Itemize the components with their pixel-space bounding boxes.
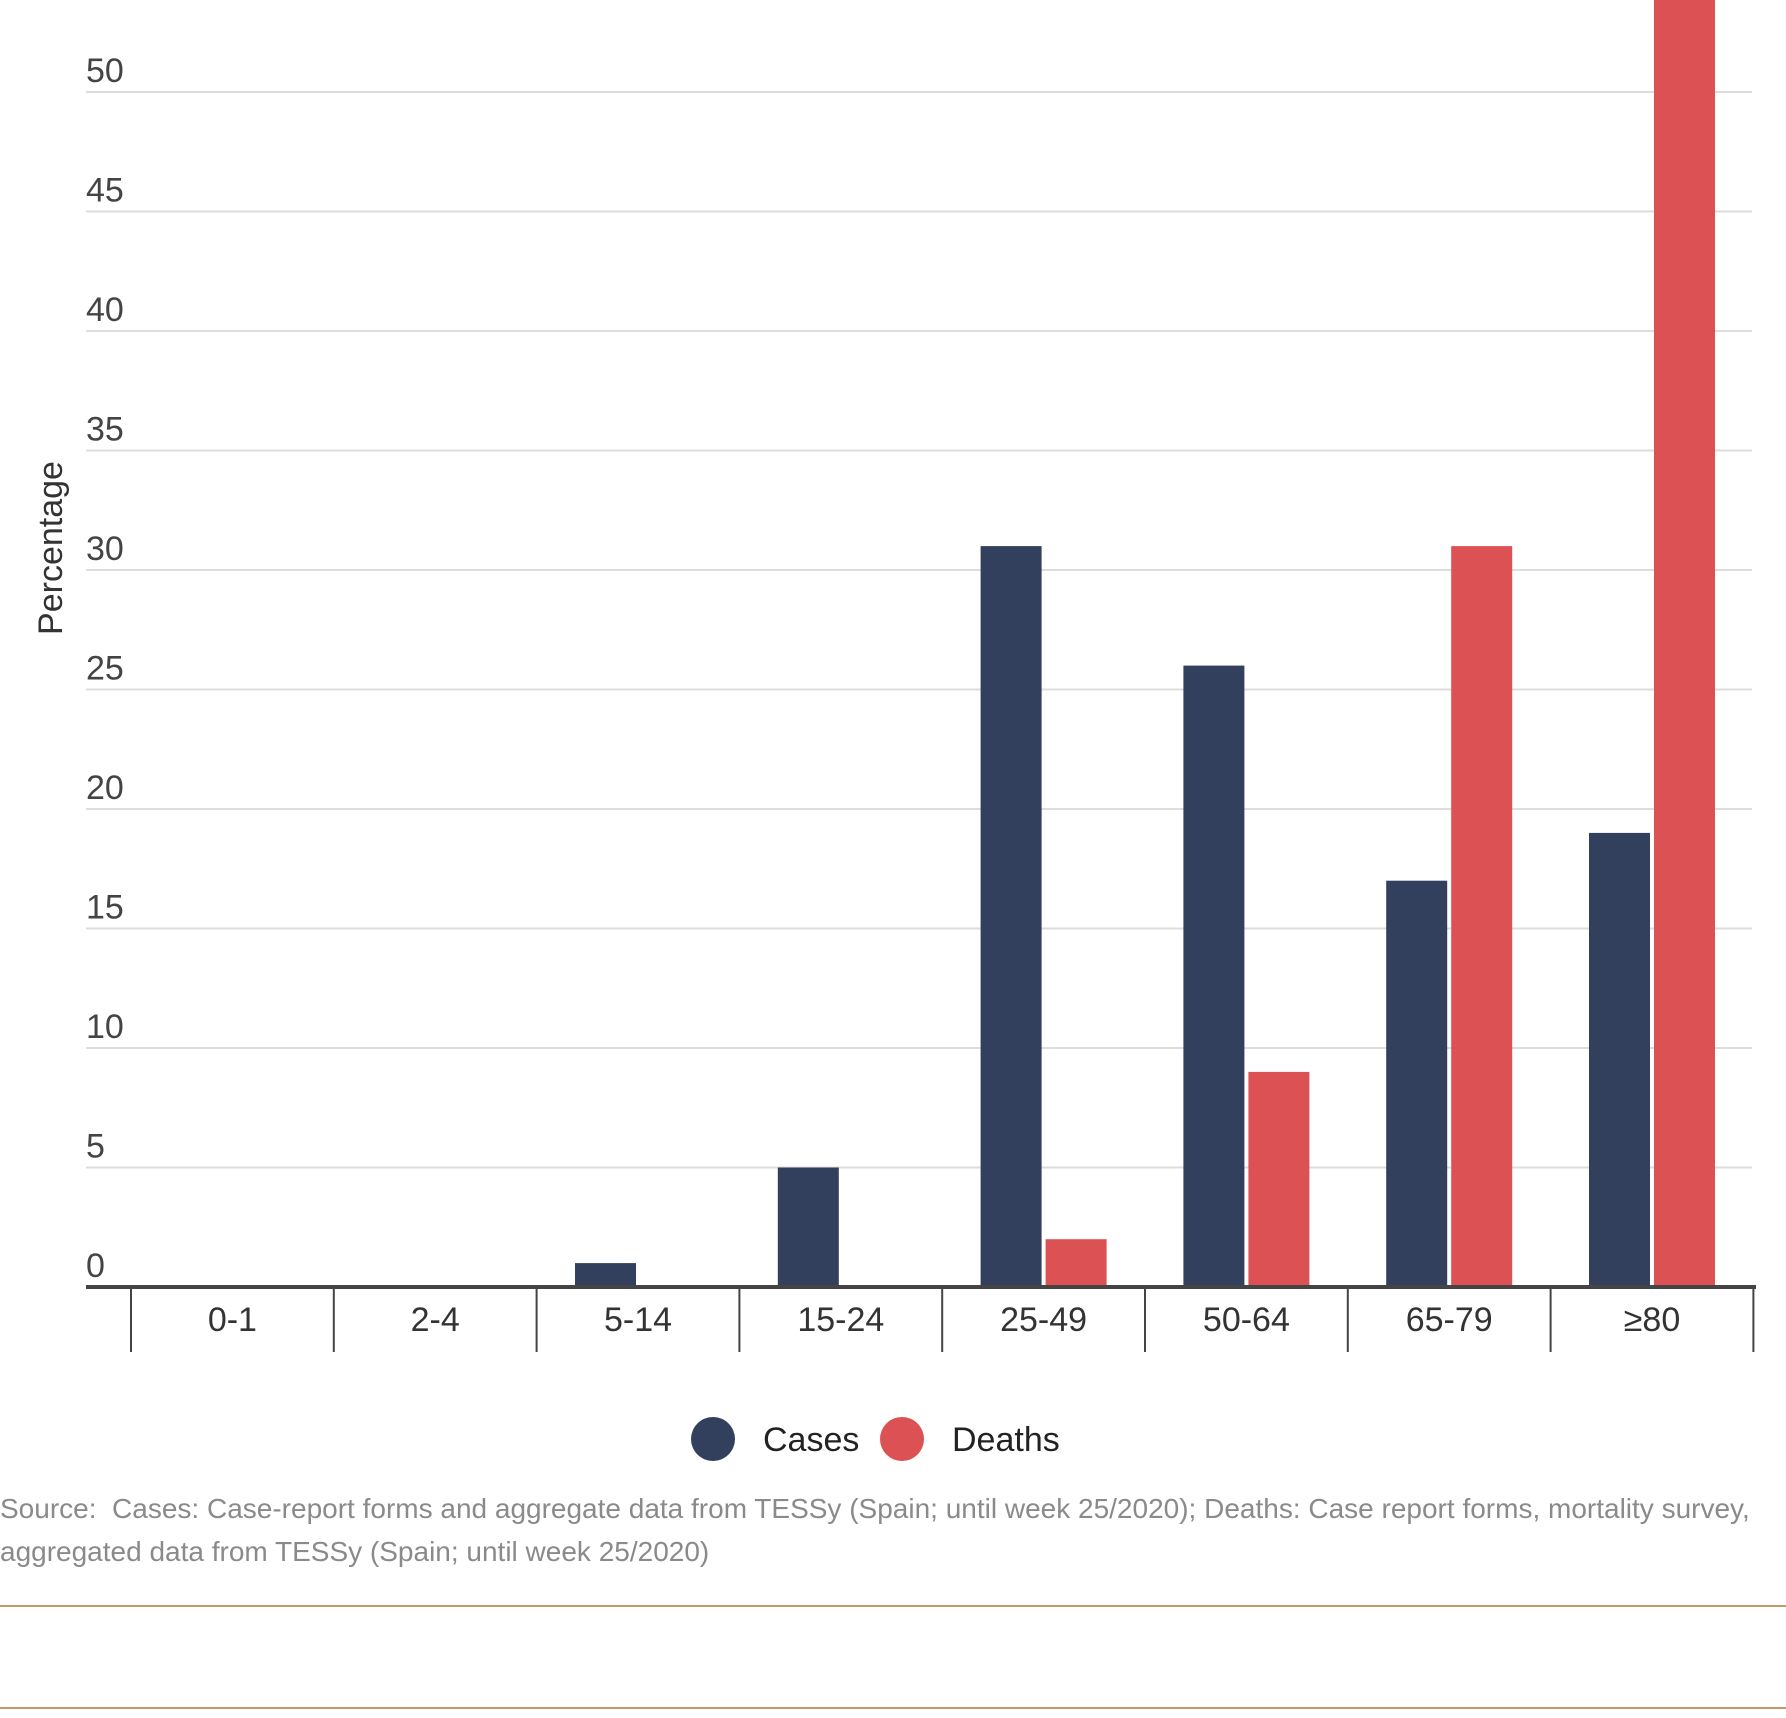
bar-cases-5-14 [575, 1263, 636, 1287]
legend-marker-cases [691, 1417, 735, 1461]
y-axis-ticks: 0 5 10 15 20 25 30 35 40 45 50 [86, 52, 124, 1285]
x-tick-label: 2-4 [411, 1301, 460, 1339]
y-axis-label: Percentage [32, 461, 70, 635]
y-tick-label: 15 [86, 889, 124, 927]
bar-cases-15-24 [777, 1167, 839, 1287]
bar-deaths-50-64 [1248, 1071, 1310, 1287]
x-axis [86, 1285, 1756, 1352]
x-tick-label: ≥80 [1624, 1301, 1680, 1339]
bar-cases-25-49 [980, 546, 1042, 1287]
bar-deaths-25-49 [1045, 1239, 1107, 1287]
legend-marker-deaths [880, 1417, 924, 1461]
divider-bottom [0, 1707, 1786, 1709]
source-note: Source: Cases: Case-report forms and agg… [0, 1493, 1758, 1567]
x-tick-label: 5-14 [604, 1301, 672, 1339]
y-tick-label: 30 [86, 530, 124, 568]
legend-label-cases: Cases [763, 1421, 859, 1459]
divider-top [0, 1605, 1786, 1607]
y-tick-label: 40 [86, 291, 124, 329]
bar-cases-65-79 [1386, 880, 1448, 1287]
legend: Cases Deaths [691, 1417, 1060, 1461]
x-tick-label: 65-79 [1406, 1301, 1493, 1339]
bar-cases-50-64 [1183, 665, 1245, 1287]
y-tick-label: 35 [86, 411, 124, 449]
bar-deaths-≥80 [1654, 0, 1715, 1287]
x-tick-label: 15-24 [797, 1301, 884, 1339]
gridlines [86, 91, 1752, 1169]
x-tick-label: 0-1 [208, 1301, 257, 1339]
bar-cases-≥80 [1589, 832, 1650, 1287]
bars [575, 0, 1715, 1287]
legend-label-deaths: Deaths [952, 1421, 1060, 1459]
y-tick-label: 10 [86, 1008, 124, 1046]
y-tick-label: 50 [86, 52, 124, 90]
y-tick-label: 45 [86, 172, 124, 210]
x-tick-label: 25-49 [1000, 1301, 1087, 1339]
y-tick-label: 20 [86, 769, 124, 807]
y-tick-label: 0 [86, 1247, 105, 1285]
y-tick-label: 25 [86, 650, 124, 688]
bar-deaths-65-79 [1451, 546, 1513, 1287]
x-axis-ticks: 0-1 2-4 5-14 15-24 25-49 50-64 65-79 ≥80 [208, 1301, 1680, 1339]
y-tick-label: 5 [86, 1128, 105, 1166]
x-tick-label: 50-64 [1203, 1301, 1290, 1339]
